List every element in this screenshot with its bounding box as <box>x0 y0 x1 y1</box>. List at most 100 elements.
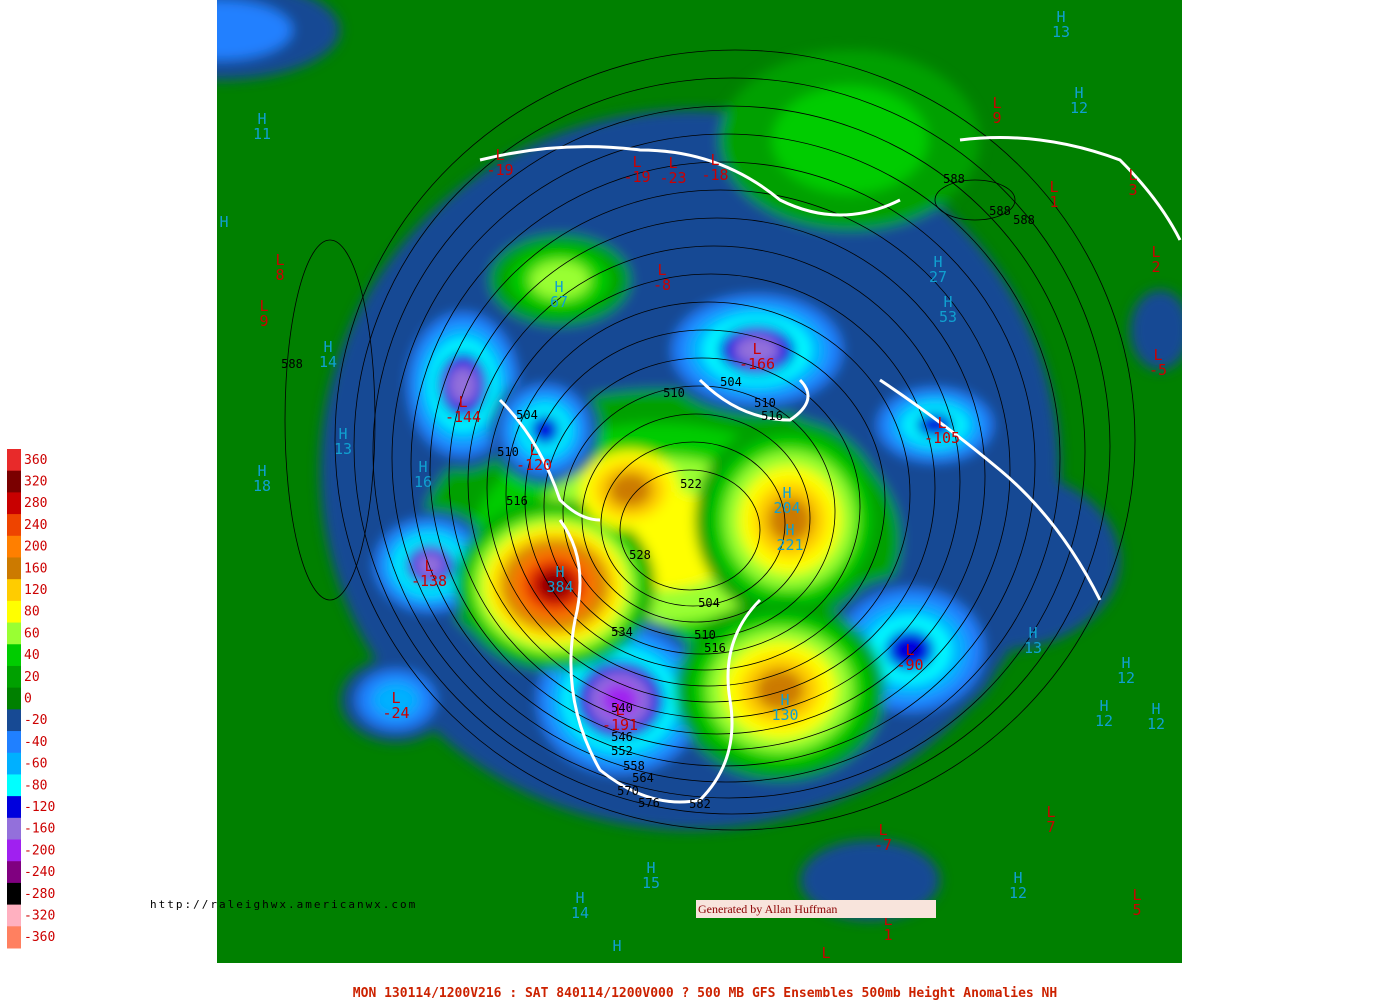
anomaly-area <box>885 629 935 671</box>
center-value: -19 <box>486 161 513 179</box>
contour-label: 510 <box>497 445 519 459</box>
center-value: -105 <box>924 429 960 447</box>
colorbar-label: 20 <box>24 670 40 685</box>
center-value: -90 <box>896 656 923 674</box>
colorbar-label: -240 <box>24 865 55 880</box>
colorbar-swatch <box>7 535 21 558</box>
center-value: 11 <box>253 125 271 143</box>
center-type: L <box>821 944 830 962</box>
center-type: H <box>554 278 563 296</box>
colorbar-label: 60 <box>24 626 40 641</box>
center-type: L <box>1153 346 1162 364</box>
center-type: L <box>1049 178 1058 196</box>
contour-label: 588 <box>943 172 965 186</box>
credit: Generated by Allan Huffman <box>698 902 837 916</box>
center-value: -7 <box>874 836 892 854</box>
colorbar-swatch <box>7 709 21 732</box>
anomaly-area <box>217 0 292 60</box>
center-value: -120 <box>516 456 552 474</box>
center-value: 7 <box>1046 818 1055 836</box>
center-value: 67 <box>550 293 568 311</box>
contour-line <box>284 239 376 601</box>
contour-line <box>372 105 1086 799</box>
anomaly-area <box>415 552 445 578</box>
colorbar-swatch <box>7 644 21 667</box>
colorbar-swatch <box>7 926 21 949</box>
colorbar-label: 40 <box>24 648 40 663</box>
center-type: H <box>1056 8 1065 26</box>
center-type: H <box>219 213 228 231</box>
center-value: 18 <box>253 477 271 495</box>
contour-line <box>429 189 1011 751</box>
contour-line <box>353 77 1111 815</box>
center-type: L <box>259 297 268 315</box>
center-value: 13 <box>334 440 352 458</box>
colorbar-label: 240 <box>24 518 47 533</box>
colorbar-swatch <box>7 600 21 624</box>
anomaly-area <box>608 472 652 508</box>
colorbar-swatch <box>7 579 21 602</box>
colorbar-swatch <box>7 622 21 645</box>
center-type: H <box>1099 697 1108 715</box>
center-type: L <box>458 393 467 411</box>
contour-label: 510 <box>754 396 776 410</box>
center-type: L <box>883 911 892 929</box>
contour-label: 588 <box>1013 213 1035 227</box>
center-value: 12 <box>1147 715 1165 733</box>
center-value: 12 <box>1117 669 1135 687</box>
colorbar-label: -80 <box>24 778 47 793</box>
contour-label: 558 <box>623 759 645 773</box>
anomaly-area <box>768 496 812 544</box>
coastline <box>498 398 601 522</box>
center-type: L <box>495 146 504 164</box>
contour-label: 546 <box>611 730 633 744</box>
colorbar-label: 200 <box>24 540 47 555</box>
map-title: MON 130114/1200V216 : SAT 840114/1200V00… <box>353 986 1057 1000</box>
center-value: -144 <box>445 408 481 426</box>
source-url: http://raleighwx.americanwx.com <box>150 898 417 911</box>
contour-label: 522 <box>680 477 702 491</box>
colorbar: 360320280240200160120806040200-20-40-60-… <box>7 449 55 949</box>
colorbar-label: 0 <box>24 692 32 707</box>
center-type: H <box>338 425 347 443</box>
contour-line <box>334 49 1136 831</box>
center-value: 9 <box>992 109 1001 127</box>
center-type: L <box>752 340 761 358</box>
colorbar-label: -280 <box>24 887 55 902</box>
anomaly-area <box>372 682 420 718</box>
contour-label: 552 <box>611 744 633 758</box>
center-type: L <box>632 153 641 171</box>
colorbar-label: 360 <box>24 453 47 468</box>
center-type: H <box>418 458 427 476</box>
colorbar-swatch <box>7 687 21 710</box>
coastline <box>479 145 901 217</box>
colorbar-label: 320 <box>24 475 47 490</box>
center-value: 5 <box>1132 901 1141 919</box>
center-value: 204 <box>773 499 800 517</box>
colorbar-swatch <box>7 882 21 906</box>
center-type: H <box>575 889 584 907</box>
colorbar-swatch <box>7 817 21 841</box>
center-value: 1 <box>883 926 892 944</box>
credit-box <box>696 900 936 918</box>
center-type: L <box>615 701 624 719</box>
height-contours <box>284 49 1136 831</box>
center-type: L <box>1132 886 1141 904</box>
contour-line <box>581 413 811 623</box>
contour-label: 504 <box>698 596 720 610</box>
colorbar-label: -200 <box>24 843 55 858</box>
center-type: H <box>780 691 789 709</box>
center-value: 384 <box>546 578 573 596</box>
anomaly-area <box>540 572 570 598</box>
center-value: 15 <box>642 874 660 892</box>
center-type: L <box>391 689 400 707</box>
center-value: 1 <box>1049 193 1058 211</box>
colorbar-swatch <box>7 796 21 819</box>
contour-line <box>562 385 836 639</box>
center-value: -18 <box>701 166 728 184</box>
center-type: L <box>529 441 538 459</box>
center-value: 221 <box>776 536 803 554</box>
coastline <box>698 378 810 422</box>
center-type: H <box>785 521 794 539</box>
center-value: 53 <box>939 308 957 326</box>
